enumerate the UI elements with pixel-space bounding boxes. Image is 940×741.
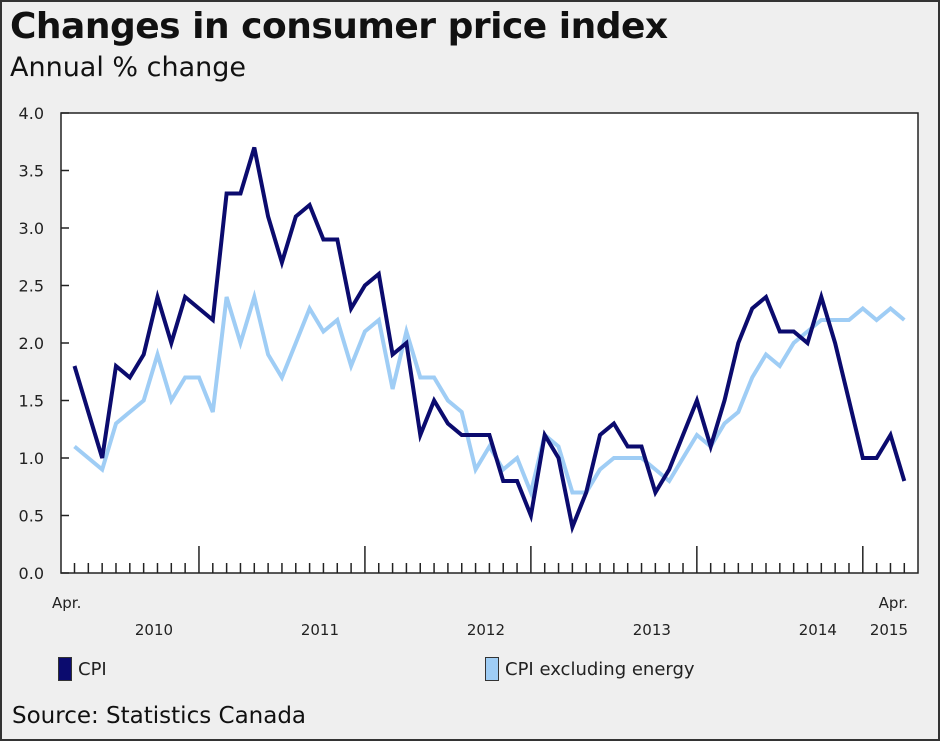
x-year-label: 2012 (467, 621, 505, 639)
series-line-cpi-excluding-energy (73, 289, 906, 500)
y-axis: 0.0 0.5 1.0 1.5 2.0 2.5 3.0 3.5 4.0 (19, 104, 69, 583)
x-axis: Apr. Apr. 2010 2011 2012 2013 2014 2015 (52, 546, 908, 639)
x-year-label-end: 2015 (870, 621, 908, 639)
y-tick-label: 1.5 (19, 392, 44, 411)
y-tick-label: 2.5 (19, 277, 44, 296)
legend-label-cpi: CPI (78, 658, 107, 680)
x-year-label: 2010 (135, 621, 173, 639)
legend-item-cpi: CPI (58, 657, 107, 681)
chart-subtitle: Annual % change (10, 52, 247, 83)
series-group (72, 146, 907, 534)
legend-swatch-cpi-excluding-energy (485, 657, 499, 681)
chart-title: Changes in consumer price index (10, 6, 668, 47)
x-year-label: 2013 (633, 621, 671, 639)
legend-item-cpi-excluding-energy: CPI excluding energy (485, 657, 695, 681)
y-tick-label: 0.5 (19, 507, 44, 526)
x-tick-label-end-month: Apr. (879, 594, 908, 612)
y-tick-label: 3.0 (19, 219, 44, 238)
y-tick-label: 4.0 (19, 104, 44, 123)
series-line-cpi (72, 146, 907, 534)
legend-label-cpi-excluding-energy: CPI excluding energy (505, 658, 695, 680)
x-year-label: 2014 (799, 621, 837, 639)
x-year-label: 2011 (301, 621, 339, 639)
x-tick-label-start-month: Apr. (52, 594, 81, 612)
y-tick-label: 2.0 (19, 334, 44, 353)
source-note: Source: Statistics Canada (12, 703, 307, 729)
legend-swatch-cpi (58, 657, 72, 681)
y-tick-label: 3.5 (19, 162, 44, 181)
y-tick-label: 1.0 (19, 449, 44, 468)
plot-area (60, 112, 919, 574)
y-tick-label: 0.0 (19, 564, 44, 583)
